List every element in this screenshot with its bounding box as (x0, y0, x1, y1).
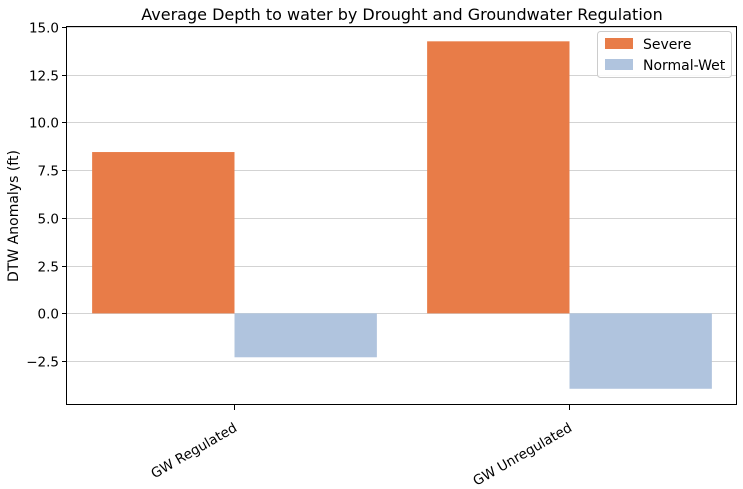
y-tick-label: 7.5 (38, 164, 59, 180)
legend: Severe Normal-Wet (597, 31, 732, 78)
legend-label: Normal-Wet (643, 58, 726, 74)
bar (92, 152, 235, 314)
bar (234, 313, 377, 358)
bars (92, 41, 712, 389)
plot-frame (66, 26, 737, 405)
y-tick-label: 5.0 (38, 212, 59, 228)
y-tick-label: 10.0 (29, 116, 59, 132)
chart-title: Average Depth to water by Drought and Gr… (141, 5, 662, 24)
x-tick-label: GW Unregulated (470, 420, 574, 489)
legend-swatch (605, 38, 633, 49)
y-tick-label: 0.0 (38, 307, 59, 323)
bar (569, 313, 712, 389)
y-tick-label: −2.5 (26, 355, 59, 371)
y-tick-label: 2.5 (38, 260, 59, 276)
legend-swatch (605, 59, 633, 70)
bar (427, 41, 570, 314)
legend-label: Severe (643, 37, 691, 53)
y-tick-label: 12.5 (29, 69, 59, 85)
y-tick-label: 15.0 (29, 21, 59, 37)
x-tick-label: GW Regulated (148, 420, 240, 482)
y-axis-label: DTW Anomalys (ft) (6, 150, 22, 282)
